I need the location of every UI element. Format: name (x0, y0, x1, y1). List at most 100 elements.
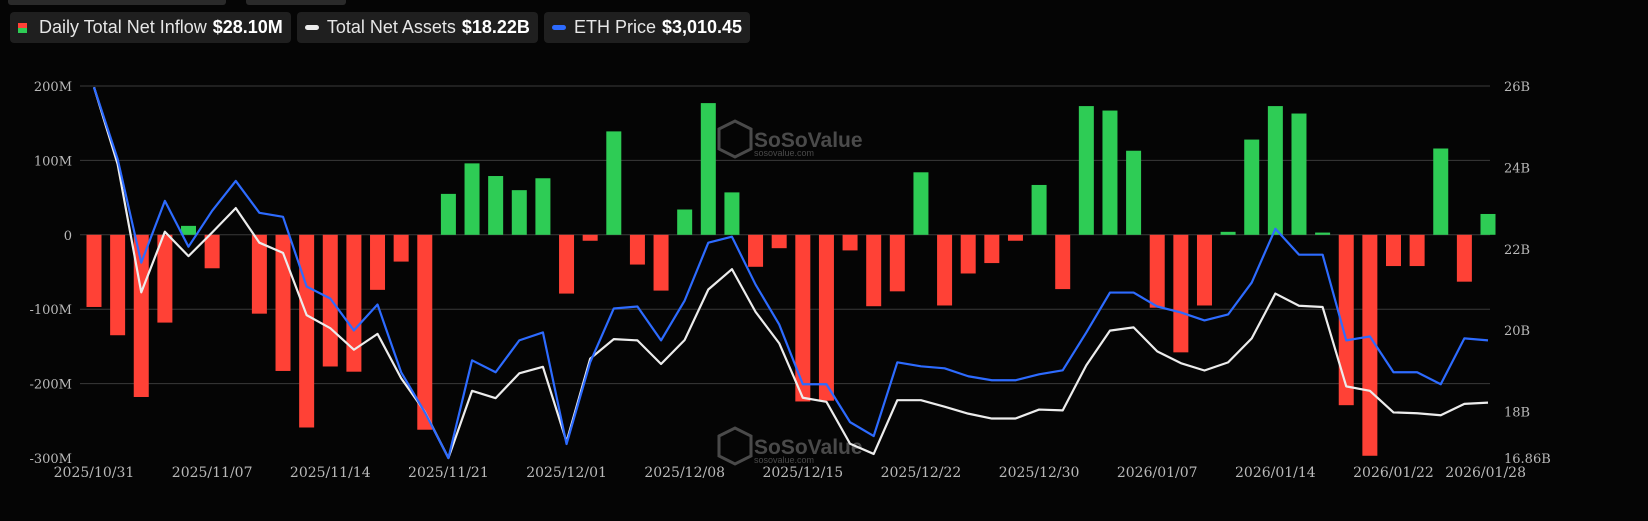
inflow-bar-positive (677, 209, 693, 235)
x-tick-label: 2026/01/07 (1117, 465, 1198, 481)
x-tick-label: 2025/12/01 (526, 465, 607, 481)
legend-item-assets[interactable]: Total Net Assets $18.22B (296, 12, 538, 43)
inflow-bar-negative (960, 234, 976, 274)
inflow-bar-positive (1078, 106, 1094, 235)
inflow-bar-negative (653, 234, 669, 291)
y-left-tick-label: -100M (29, 303, 72, 318)
y-left-tick-label: -300M (29, 452, 72, 467)
inflow-bar-negative (1149, 234, 1165, 308)
x-tick-label: 2025/12/22 (881, 465, 962, 481)
inflow-bar-negative (204, 234, 220, 269)
inflow-bar-positive (606, 131, 622, 235)
watermark-logo-icon (717, 426, 753, 466)
inflow-bar-negative (86, 234, 102, 307)
top-tab-stub (246, 0, 346, 5)
inflow-bar-positive (1291, 113, 1307, 235)
inflow-bar-negative (748, 234, 764, 267)
inflow-bar-negative (417, 234, 433, 430)
y-axis-left: 200M 100M 0 -100M -200M -300M (29, 80, 72, 467)
y-left-tick-label: -200M (29, 378, 72, 393)
legend-price-value: $3,010.45 (661, 17, 743, 37)
x-tick-label: 2025/11/14 (290, 465, 371, 481)
inflow-bar-negative (842, 234, 858, 251)
x-tick-label: 2025/10/31 (54, 465, 135, 481)
x-tick-label: 2026/01/22 (1353, 465, 1434, 481)
inflow-bar-negative (110, 234, 126, 336)
legend-inflow-value: $28.10M (212, 17, 283, 37)
y-right-tick-label: 26B (1504, 80, 1530, 95)
inflow-bar-positive (913, 172, 929, 235)
inflow-bar-negative (1338, 234, 1354, 406)
watermark-name: SoSoValue (754, 129, 863, 152)
top-strip (0, 0, 1648, 6)
y-axis-right: 26B 24B 22B 20B 18B 16.86B (1504, 80, 1551, 467)
x-tick-label: 2026/01/14 (1235, 465, 1316, 481)
inflow-bar-negative (984, 234, 1000, 264)
x-tick-label: 2026/01/28 (1445, 465, 1526, 481)
inflow-bar-negative (629, 234, 645, 265)
y-right-tick-label: 22B (1504, 243, 1530, 258)
inflow-bar-negative (582, 234, 598, 241)
eth-price-line (92, 86, 1489, 460)
legend-assets-value: $18.22B (461, 17, 530, 37)
inflow-bar-negative (559, 234, 575, 294)
inflow-bar-positive (724, 192, 740, 235)
inflow-bar-positive (1126, 150, 1142, 235)
inflow-bar-negative (818, 234, 834, 401)
inflow-bar-positive (535, 178, 551, 235)
inflow-bar-negative (1456, 234, 1472, 282)
inflow-bars (86, 103, 1496, 456)
inflow-bar-negative (1055, 234, 1071, 290)
inflow-bar-negative (393, 234, 409, 262)
x-tick-label: 2025/11/07 (172, 465, 253, 481)
inflow-bar-positive (511, 190, 527, 235)
inflow-bar-negative (275, 234, 291, 371)
inflow-bar-positive (1102, 110, 1118, 235)
x-tick-label: 2025/12/30 (999, 465, 1080, 481)
inflow-bar-negative (937, 234, 953, 306)
inflow-bar-negative (866, 234, 882, 307)
inflow-bar-negative (1409, 234, 1425, 267)
y-right-tick-label: 16.86B (1504, 452, 1551, 467)
legend-assets-label: Total Net Assets (326, 17, 456, 37)
inflow-bar-positive (181, 225, 197, 235)
inflow-bar-positive (1433, 148, 1449, 235)
inflow-bar-positive (1244, 139, 1260, 235)
legend-item-inflow[interactable]: Daily Total Net Inflow $28.10M (10, 12, 291, 43)
inflow-bar-positive (1480, 213, 1496, 235)
inflow-bar-positive (440, 193, 456, 235)
legend: Daily Total Net Inflow $28.10M Total Net… (10, 12, 751, 43)
inflow-bar-negative (1385, 234, 1401, 267)
y-left-tick-label: 200M (34, 80, 72, 95)
watermark-url: sosovalue.com (754, 455, 814, 465)
inflow-bar-negative (1362, 234, 1378, 456)
watermark-url: sosovalue.com (754, 148, 814, 158)
inflow-bar-positive (1315, 232, 1331, 235)
inflow-bar-negative (251, 234, 267, 314)
inflow-bar-positive (700, 103, 716, 235)
inflow-bar-negative (889, 234, 905, 292)
assets-swatch-icon (304, 25, 319, 30)
y-left-tick-label: 100M (34, 154, 72, 169)
inflow-bar-negative (795, 234, 811, 402)
inflow-bar-negative (322, 234, 338, 367)
inflow-bar-negative (1007, 234, 1023, 241)
legend-item-price[interactable]: ETH Price $3,010.45 (543, 12, 751, 43)
inflow-bar-negative (370, 234, 386, 290)
x-tick-label: 2025/12/15 (762, 465, 843, 481)
watermark-logo-icon (717, 119, 753, 159)
inflow-bar-positive (1267, 106, 1283, 235)
y-left-tick-label: 0 (64, 229, 72, 244)
x-tick-label: 2025/11/21 (408, 465, 489, 481)
legend-price-label: ETH Price (573, 17, 656, 37)
watermark-name: SoSoValue (754, 436, 863, 459)
series-lines (92, 86, 1489, 460)
inflow-bar-negative (346, 234, 362, 372)
x-tick-label: 2025/12/08 (644, 465, 725, 481)
legend-inflow-label: Daily Total Net Inflow (39, 17, 207, 37)
inflow-bar-positive (464, 163, 480, 235)
inflow-bar-negative (771, 234, 787, 249)
